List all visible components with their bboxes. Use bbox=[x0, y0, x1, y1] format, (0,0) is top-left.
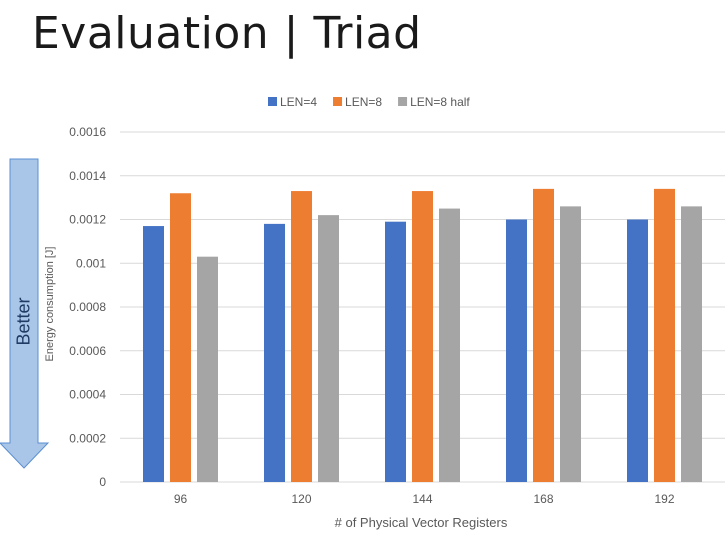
bar-len-8-168 bbox=[533, 188, 554, 482]
bar-len-4-168 bbox=[506, 219, 527, 482]
y-tick-labels: 0 0.0002 0.0004 0.0006 0.0008 0.001 0.0012 0.00… bbox=[69, 125, 106, 489]
better-arrow bbox=[0, 158, 50, 469]
bar-len-8-half-144 bbox=[439, 208, 460, 482]
slide-title: Evaluation | Triad bbox=[32, 8, 422, 59]
y-tick-label: 0.0008 bbox=[69, 300, 106, 314]
legend-swatch bbox=[398, 97, 408, 106]
y-tick-label: 0.0016 bbox=[69, 125, 106, 139]
bar-len-8-half-96 bbox=[197, 256, 218, 482]
legend-swatch bbox=[268, 97, 277, 106]
x-tick-label: 120 bbox=[291, 492, 311, 506]
better-label: Better bbox=[13, 297, 34, 346]
bar-len-4-192 bbox=[627, 219, 648, 482]
bar-len-8-half-120 bbox=[318, 215, 339, 482]
y-tick-label: 0.0012 bbox=[69, 213, 106, 227]
legend-label: LEN=8 half bbox=[410, 95, 470, 109]
legend: LEN=4 LEN=8 LEN=8 half bbox=[268, 95, 470, 109]
legend-swatch bbox=[333, 97, 343, 106]
y-tick-label: 0.0014 bbox=[69, 169, 106, 183]
y-tick-label: 0 bbox=[99, 475, 106, 489]
y-tick-label: 0.0006 bbox=[69, 344, 106, 358]
bar-len-8-192 bbox=[654, 188, 675, 482]
legend-label: LEN=4 bbox=[280, 95, 317, 109]
x-tick-label: 96 bbox=[174, 492, 188, 506]
y-tick-label: 0.001 bbox=[76, 256, 106, 270]
bar-len-8-half-192 bbox=[681, 206, 702, 482]
bar-len-8-half-168 bbox=[560, 206, 581, 482]
y-tick-label: 0.0002 bbox=[69, 431, 106, 445]
x-tick-labels: 96 120 144 168 192 bbox=[174, 492, 675, 506]
bar-len-8-120 bbox=[291, 191, 312, 482]
bars bbox=[143, 188, 702, 482]
x-axis-label: # of Physical Vector Registers bbox=[335, 515, 508, 530]
bar-len-4-120 bbox=[264, 223, 285, 482]
y-axis-label: Energy consumption [J] bbox=[44, 247, 56, 362]
x-tick-label: 192 bbox=[654, 492, 674, 506]
legend-label: LEN=8 bbox=[345, 95, 382, 109]
y-tick-label: 0.0004 bbox=[69, 388, 106, 402]
x-tick-label: 168 bbox=[533, 492, 553, 506]
bar-len-4-96 bbox=[143, 226, 164, 482]
bar-len-8-96 bbox=[170, 193, 191, 482]
down-arrow-icon bbox=[0, 158, 50, 469]
bar-len-8-144 bbox=[412, 191, 433, 482]
x-tick-label: 144 bbox=[412, 492, 432, 506]
bar-len-4-144 bbox=[385, 221, 406, 482]
